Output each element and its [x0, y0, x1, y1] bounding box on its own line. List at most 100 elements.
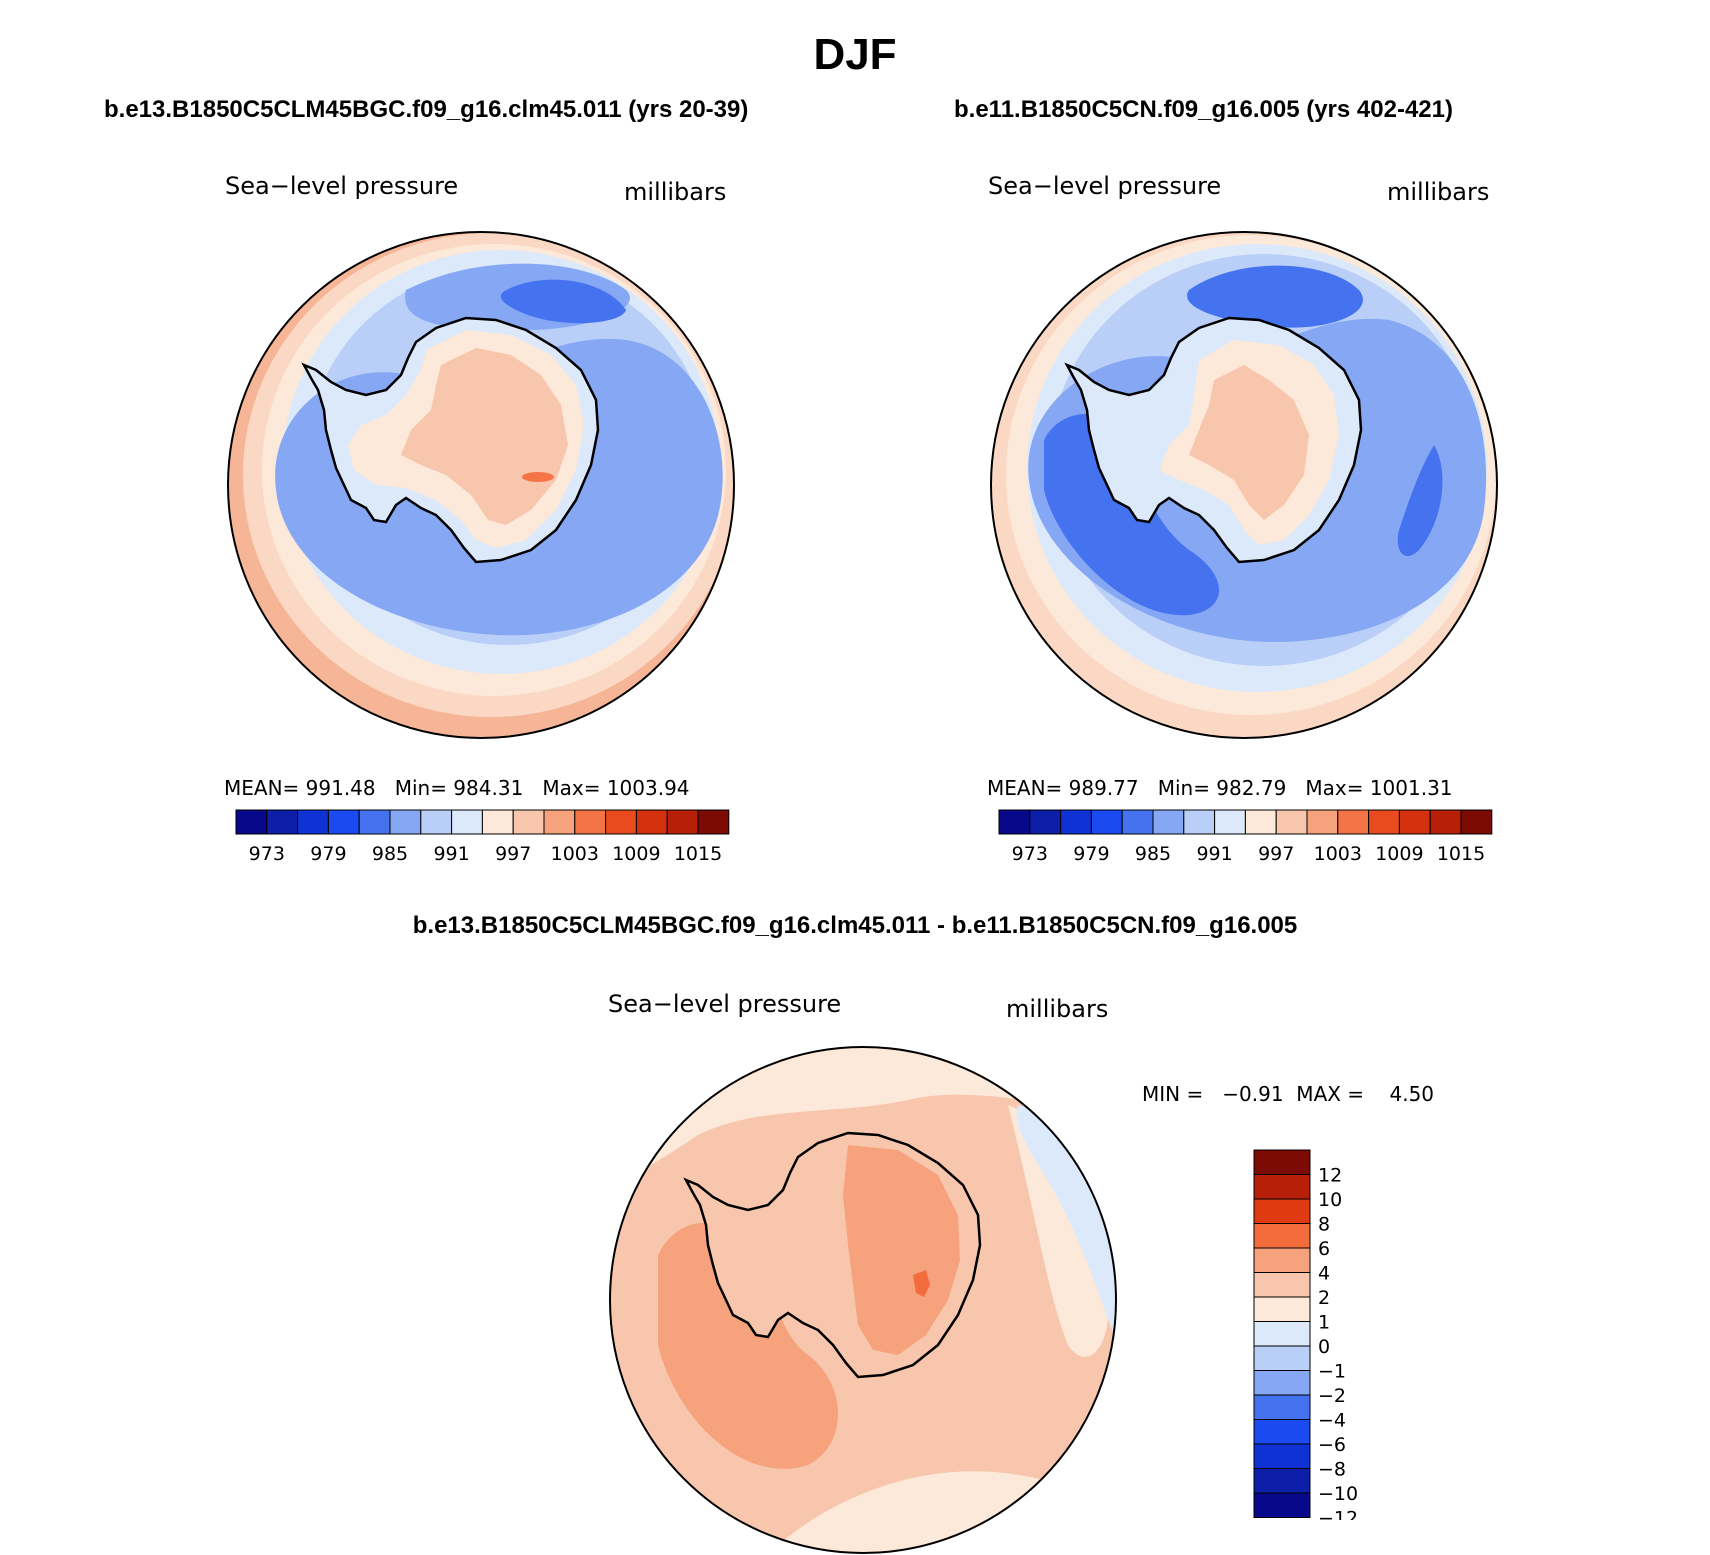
ice-warm-region — [1189, 365, 1309, 520]
colorbar-tick-label: 6 — [1318, 1238, 1330, 1260]
colorbar-tick-label: 997 — [495, 843, 531, 865]
colorbar-swatch — [327, 809, 360, 835]
colorbar-tick-label: −2 — [1318, 1385, 1346, 1407]
colorbar-tick-label: 979 — [1073, 843, 1109, 865]
colorbar-swatch — [266, 809, 299, 835]
colorbar-swatch — [1275, 809, 1308, 835]
colorbar-panel-2: 973 979 985 991 997 1003 1009 1015 — [998, 809, 1493, 865]
colorbar-tick-label: 985 — [1135, 843, 1171, 865]
colorbar-tick-label: 991 — [433, 843, 469, 865]
colorbar-swatch — [1029, 809, 1062, 835]
colorbar-tick-label: −4 — [1318, 1410, 1346, 1432]
colorbar-tick-label: 1009 — [1375, 843, 1423, 865]
colorbar-tick-label: 4 — [1318, 1263, 1330, 1285]
colorbar-swatch — [1460, 809, 1493, 835]
diff-hot-spot — [913, 1270, 930, 1297]
colorbar-swatch — [1253, 1468, 1311, 1494]
colorbar-tick-label: 2 — [1318, 1287, 1330, 1309]
colorbar-swatch — [1152, 809, 1185, 835]
colorbar-swatch — [481, 809, 514, 835]
diff-warm-west — [658, 1222, 838, 1469]
colorbar-tick-label: 1015 — [674, 843, 722, 865]
colorbar-tick-label: 979 — [310, 843, 346, 865]
colorbar-tick-label: 991 — [1196, 843, 1232, 865]
colorbar-swatch — [1121, 809, 1154, 835]
page-title: DJF — [813, 30, 897, 79]
panel-2-variable-label: Sea−level pressure — [988, 172, 1222, 200]
colorbar-swatch — [1060, 809, 1092, 835]
colorbar-swatch — [1253, 1419, 1311, 1445]
diff-pale-east — [1008, 1105, 1109, 1357]
panel-1-variable-label: Sea−level pressure — [225, 172, 459, 200]
colorbar-swatch — [1368, 809, 1400, 835]
colorbar-swatch — [1253, 1247, 1311, 1273]
panel-2-units-label: millibars — [1387, 178, 1490, 206]
diff-panel-title: b.e13.B1850C5CLM45BGC.f09_g16.clm45.011 … — [412, 912, 1298, 939]
colorbar-swatch — [1183, 809, 1216, 835]
trough-low-west — [1044, 413, 1219, 616]
colorbar-swatch — [1253, 1174, 1311, 1200]
colorbar-swatch — [666, 809, 699, 835]
colorbar-swatch — [358, 809, 391, 835]
colorbar-swatch — [1306, 809, 1339, 835]
colorbar-swatch — [235, 809, 268, 835]
colorbar-swatch — [1253, 1370, 1311, 1396]
trough-low-east — [1397, 445, 1443, 557]
colorbar-tick-label: 973 — [1012, 843, 1048, 865]
colorbar-tick-label: −12 — [1318, 1508, 1358, 1521]
map-panel-2 — [990, 231, 1498, 739]
colorbar-tick-label: 973 — [249, 843, 285, 865]
colorbar-swatch — [1253, 1272, 1311, 1298]
colorbar-swatch — [1253, 1443, 1311, 1469]
trough-low-north — [1187, 265, 1363, 328]
colorbar-swatch — [1253, 1149, 1311, 1175]
colorbar-swatch — [1253, 1296, 1311, 1322]
colorbar-tick-label: −10 — [1318, 1483, 1358, 1505]
panel-1-stats: MEAN= 991.48 Min= 984.31 Max= 1003.94 — [224, 776, 690, 800]
colorbar-tick-label: 1 — [1318, 1312, 1330, 1334]
colorbar-swatch — [635, 809, 668, 835]
panel-2-stats: MEAN= 989.77 Min= 982.79 Max= 1001.31 — [987, 776, 1453, 800]
colorbar-tick-label: −8 — [1318, 1459, 1346, 1481]
colorbar-swatch — [1253, 1345, 1311, 1371]
colorbar-swatch — [1429, 809, 1462, 835]
colorbar-swatch — [1337, 809, 1370, 835]
colorbar-swatch — [1253, 1492, 1311, 1518]
colorbar-swatch — [998, 809, 1031, 835]
diff-panel-variable-label: Sea−level pressure — [608, 990, 842, 1018]
map-boundary — [990, 231, 1498, 739]
trough-low-center — [500, 279, 626, 324]
colorbar-swatch — [1214, 809, 1246, 835]
panel-1-case-title: b.e13.B1850C5CLM45BGC.f09_g16.clm45.011 … — [104, 96, 749, 123]
colorbar-tick-label: 985 — [372, 843, 408, 865]
colorbar-swatch — [451, 809, 483, 835]
colorbar-tick-label: −1 — [1318, 1361, 1346, 1383]
colorbar-tick-label: 997 — [1258, 843, 1294, 865]
colorbar-swatch — [1398, 809, 1431, 835]
colorbar-tick-label: −6 — [1318, 1434, 1346, 1456]
colorbar-swatch — [420, 809, 453, 835]
colorbar-swatch — [1253, 1321, 1311, 1347]
colorbar-tick-label: 1003 — [1314, 843, 1362, 865]
colorbar-swatch — [389, 809, 422, 835]
diff-negative-east — [1016, 1105, 1116, 1345]
colorbar-tick-label: 1015 — [1437, 843, 1485, 865]
colorbar-tick-label: 1003 — [551, 843, 599, 865]
map-panel-diff — [609, 1046, 1117, 1554]
colorbar-swatch — [605, 809, 637, 835]
map-panel-1 — [227, 231, 735, 739]
colorbar-tick-label: 12 — [1318, 1165, 1342, 1187]
panel-1-units-label: millibars — [624, 178, 727, 206]
colorbar-tick-label: 10 — [1318, 1189, 1342, 1211]
ice-warm-region — [401, 348, 568, 525]
colorbar-tick-label: 8 — [1318, 1214, 1330, 1236]
colorbar-swatch — [1253, 1394, 1311, 1420]
colorbar-panel-1: 973 979 985 991 997 1003 1009 1015 — [235, 809, 730, 865]
colorbar-swatch — [543, 809, 576, 835]
colorbar-tick-label: 0 — [1318, 1336, 1330, 1358]
colorbar-swatch — [297, 809, 329, 835]
colorbar-swatch — [1090, 809, 1123, 835]
colorbar-swatch — [1244, 809, 1277, 835]
colorbar-swatch — [574, 809, 607, 835]
